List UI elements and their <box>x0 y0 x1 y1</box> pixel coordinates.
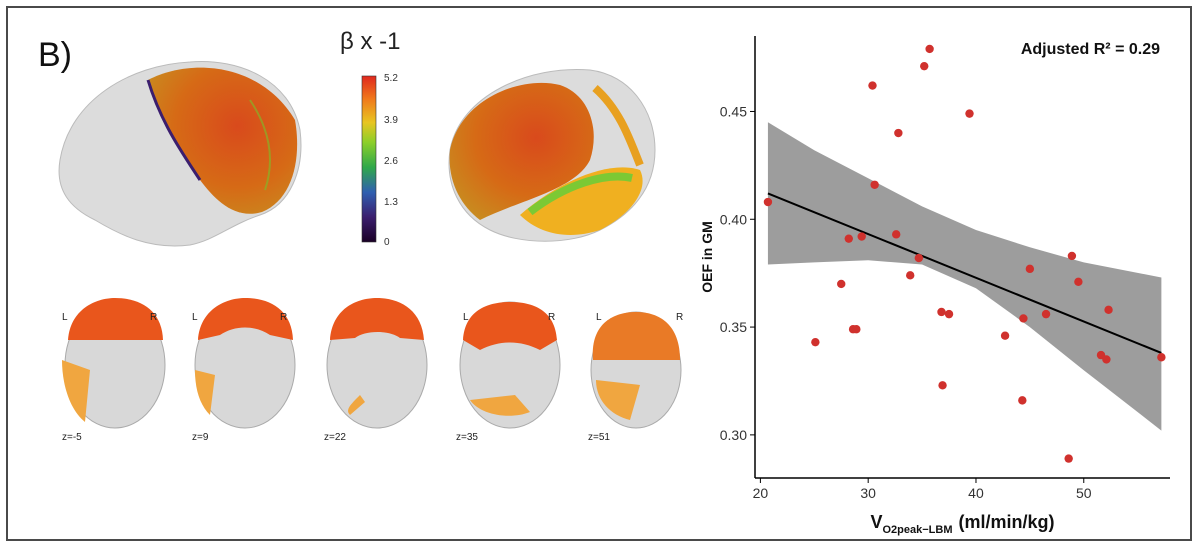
right-label: R <box>280 312 287 323</box>
y-tick-label: 0.40 <box>720 211 747 227</box>
colorbar-ticks: 5.2 3.9 2.6 1.3 0 <box>384 73 398 248</box>
brain-lateral-left <box>58 61 302 247</box>
data-point <box>1074 277 1083 286</box>
data-point <box>1019 314 1028 323</box>
data-point <box>944 309 954 319</box>
data-point <box>870 180 879 189</box>
data-point <box>938 381 947 390</box>
data-point <box>837 279 846 289</box>
colorbar-title: β x -1 <box>340 28 401 55</box>
data-point <box>1067 251 1077 261</box>
slice-z-label: z=22 <box>324 432 346 443</box>
colorbar-tick: 1.3 <box>384 197 398 208</box>
brain-medial-right <box>448 68 656 242</box>
x-axis-label-units: (ml/min/kg) <box>959 512 1055 532</box>
scatter-chart: 20 30 40 50 0.30 0.35 0.40 0.45 Adjusted R² = 0… <box>700 36 1170 536</box>
data-point <box>868 81 877 90</box>
data-point <box>1025 264 1035 274</box>
x-tick-label: 20 <box>753 485 769 501</box>
left-label: L <box>62 312 68 323</box>
axial-slice-3: z=22 <box>324 298 428 443</box>
right-label: R <box>150 312 157 323</box>
data-point <box>914 253 924 263</box>
data-point <box>844 234 853 243</box>
colorbar <box>361 75 377 243</box>
data-point <box>1000 331 1010 340</box>
data-point <box>1102 355 1111 364</box>
axial-slice-1: L R z=-5 <box>62 298 166 443</box>
colorbar-tick: 2.6 <box>384 156 398 167</box>
data-point <box>852 325 861 334</box>
data-point <box>937 307 946 317</box>
data-point <box>920 61 929 71</box>
data-point <box>906 271 915 280</box>
colorbar-tick: 3.9 <box>384 115 398 126</box>
data-point <box>965 109 974 118</box>
axial-slice-2: L R z=9 <box>192 298 296 443</box>
data-point <box>894 128 903 138</box>
chart-annotation: Adjusted R² = 0.29 <box>1021 41 1160 58</box>
data-point <box>857 232 866 241</box>
data-point <box>1157 353 1166 362</box>
y-tick-label: 0.30 <box>720 427 747 443</box>
data-point <box>1064 454 1073 463</box>
axial-slice-4: L R z=35 <box>456 301 561 443</box>
left-label: L <box>463 312 469 323</box>
x-tick-label: 40 <box>968 485 984 501</box>
data-point <box>1018 396 1027 405</box>
slice-z-label: z=-5 <box>62 432 82 443</box>
y-tick-label: 0.35 <box>720 319 747 335</box>
x-axis-label: VO2peak−LBM (ml/min/kg) <box>870 512 1054 536</box>
confidence-band <box>767 122 1162 431</box>
x-axis-label-main: V <box>870 512 882 532</box>
left-label: L <box>192 312 198 323</box>
x-tick-label: 50 <box>1076 485 1092 501</box>
x-axis-label-subscript: O2peak−LBM <box>883 524 953 536</box>
slice-z-label: z=9 <box>192 432 209 443</box>
slice-z-label: z=51 <box>588 432 610 443</box>
y-tick-label: 0.45 <box>720 103 747 119</box>
data-point <box>1041 309 1051 319</box>
x-tick-label: 30 <box>860 485 876 501</box>
data-point <box>811 337 820 347</box>
left-label: L <box>596 312 602 323</box>
data-point <box>892 230 901 239</box>
axial-slice-5: L R z=51 <box>588 311 683 443</box>
data-point <box>925 44 934 54</box>
right-label: R <box>548 312 555 323</box>
y-axis-label: OEF in GM <box>700 221 715 293</box>
regression-line <box>767 192 1162 354</box>
panel-label: B) <box>38 36 72 74</box>
data-point <box>1104 305 1113 315</box>
brain-panel: 5.2 3.9 2.6 1.3 0 L R z=-5 L R z=9 <box>58 61 683 443</box>
slice-z-label: z=35 <box>456 432 478 443</box>
data-point <box>763 197 773 207</box>
colorbar-tick: 5.2 <box>384 73 398 84</box>
colorbar-tick: 0 <box>384 237 390 248</box>
right-label: R <box>676 312 683 323</box>
